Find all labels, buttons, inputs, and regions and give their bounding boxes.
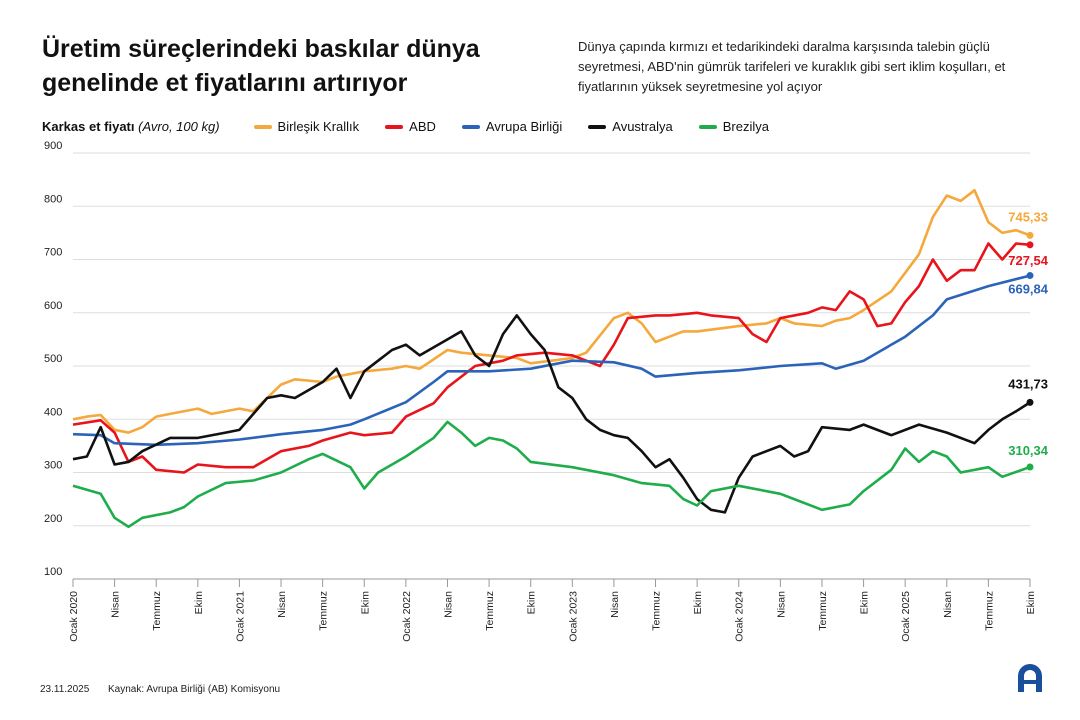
- x-tick-label: Ocak 2020: [68, 591, 80, 642]
- y-axis-label: Karkas et fiyatı (Avro, 100 kg): [42, 119, 220, 134]
- footer-source: Kaynak: Avrupa Birliği (AB) Komisyonu: [108, 684, 281, 695]
- end-point: [1026, 231, 1034, 239]
- x-tick-label: Ocak 2021: [234, 591, 246, 642]
- legend-label: Avrupa Birliği: [485, 119, 563, 134]
- x-tick-label: Nisan: [775, 591, 787, 618]
- end-value-label: 310,34: [1008, 443, 1049, 458]
- legend-swatch: [461, 124, 480, 129]
- x-tick-label: Nisan: [276, 591, 288, 618]
- legend-swatch: [698, 124, 717, 129]
- legend-swatch: [588, 124, 607, 129]
- legend-label: ABD: [409, 119, 436, 134]
- y-tick-label: 800: [44, 193, 62, 205]
- series-line-4: [72, 420, 1031, 529]
- series-line-0: [72, 189, 1031, 434]
- x-tick-label: Ekim: [359, 591, 371, 615]
- legend: Karkas et fiyatı (Avro, 100 kg) Birleşik…: [42, 119, 795, 134]
- x-tick-label: Nisan: [110, 591, 122, 618]
- x-tick-label: Ekim: [193, 591, 205, 615]
- x-tick-label: Ekim: [1025, 591, 1037, 615]
- series-line-2: [72, 274, 1031, 447]
- y-tick-label: 200: [44, 513, 62, 525]
- aa-logo: [1016, 662, 1044, 694]
- end-point: [1026, 272, 1034, 280]
- y-tick-label: 300: [44, 460, 62, 472]
- legend-item: Avustralya: [588, 119, 673, 134]
- x-tick-label: Nisan: [442, 591, 454, 618]
- legend-item: Brezilya: [698, 119, 769, 134]
- legend-item: Avrupa Birliği: [461, 119, 563, 134]
- y-tick-label: 600: [44, 300, 62, 312]
- x-tick-label: Ocak 2024: [734, 591, 746, 642]
- end-value-label: 727,54: [1008, 253, 1049, 268]
- x-tick-label: Nisan: [609, 591, 621, 618]
- x-tick-label: Ekim: [859, 591, 871, 615]
- yunit-text: (Avro, 100 kg): [138, 119, 220, 134]
- x-tick-label: Temmuz: [484, 591, 496, 631]
- y-tick-label: 500: [44, 353, 62, 365]
- legend-swatch: [253, 124, 272, 129]
- legend-label: Birleşik Krallık: [277, 119, 360, 134]
- x-tick-label: Temmuz: [651, 591, 663, 631]
- x-tick-label: Ocak 2025: [900, 591, 912, 642]
- x-tick-label: Ekim: [692, 591, 704, 615]
- legend-item: ABD: [385, 119, 436, 134]
- subtitle: Dünya çapında kırmızı et tedarikindeki d…: [578, 39, 1006, 94]
- end-point: [1026, 463, 1034, 471]
- legend-item: Birleşik Krallık: [253, 119, 360, 134]
- y-tick-label: 400: [44, 406, 62, 418]
- legend-label: Avustralya: [612, 119, 673, 134]
- x-tick-label: Ekim: [526, 591, 538, 615]
- series-line-3: [72, 314, 1031, 514]
- x-tick-label: Ocak 2022: [401, 591, 413, 642]
- end-point: [1026, 398, 1034, 406]
- footer-date: 23.11.2025: [40, 684, 90, 695]
- x-tick-label: Nisan: [942, 591, 954, 618]
- end-value-label: 669,84: [1008, 282, 1049, 297]
- x-tick-label: Temmuz: [151, 591, 163, 631]
- page-title: Üretim süreçlerindeki baskılar dünya gen…: [42, 35, 480, 97]
- x-tick-label: Temmuz: [983, 591, 995, 631]
- end-point: [1026, 241, 1034, 249]
- ylabel-text: Karkas et fiyatı: [42, 119, 135, 134]
- y-tick-label: 100: [44, 566, 62, 578]
- end-value-label: 745,33: [1008, 209, 1048, 224]
- series-line-1: [72, 242, 1031, 474]
- y-tick-label: 900: [44, 140, 62, 152]
- x-tick-label: Temmuz: [817, 591, 829, 631]
- legend-label: Brezilya: [722, 119, 769, 134]
- end-value-label: 431,73: [1008, 376, 1048, 391]
- y-tick-label: 700: [44, 247, 62, 259]
- legend-swatch: [385, 124, 404, 129]
- x-tick-label: Temmuz: [318, 591, 330, 631]
- x-tick-label: Ocak 2023: [567, 591, 579, 642]
